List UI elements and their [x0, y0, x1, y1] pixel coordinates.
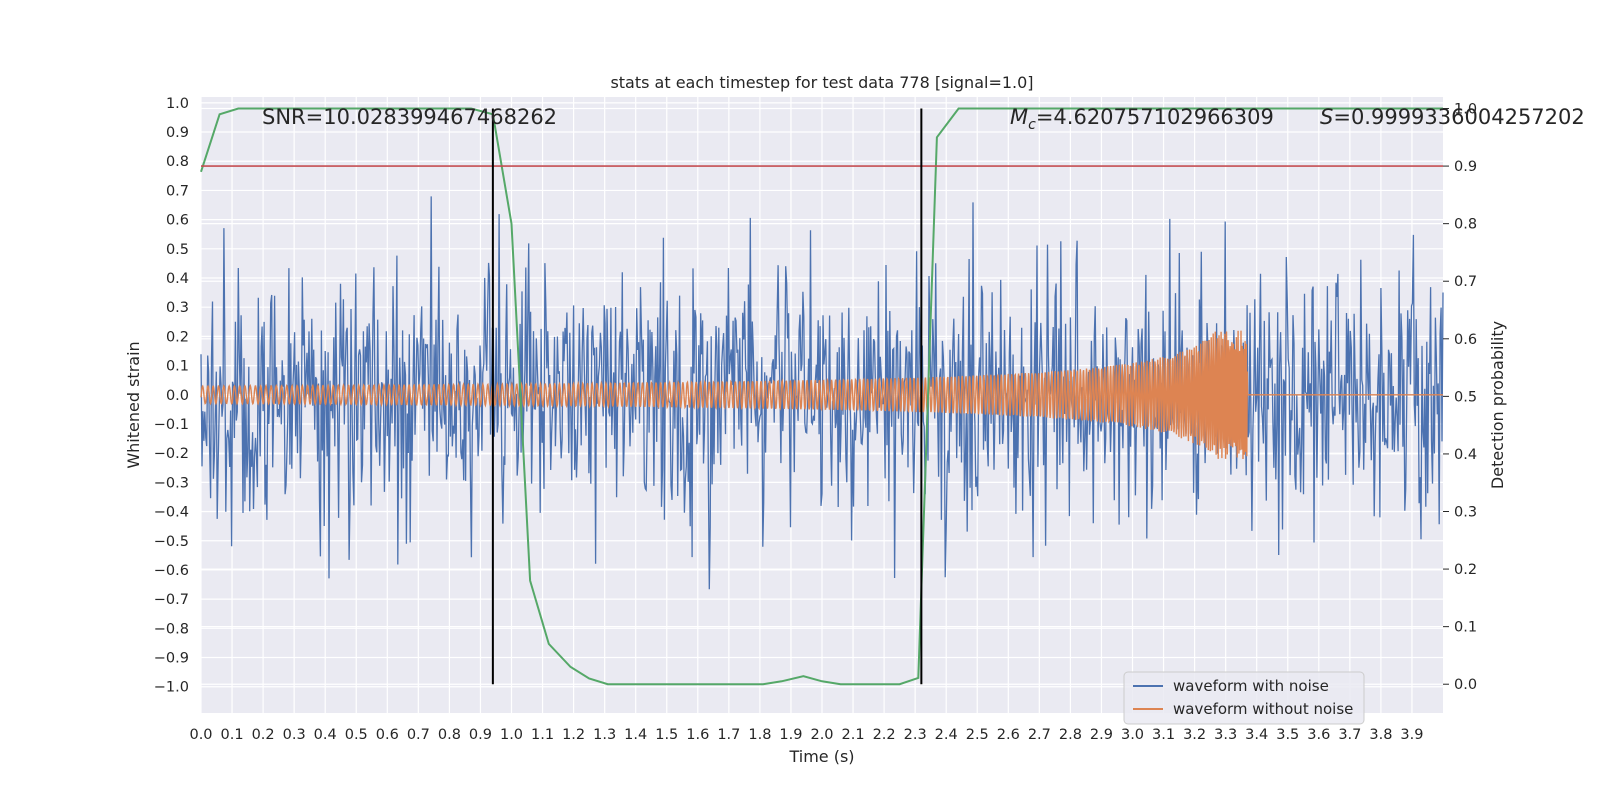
y-left-tick-label: 0.9 [166, 125, 189, 141]
series-detection-probability [200, 107, 1443, 686]
chirp-mass-annotation: Mc=4.620757102966309 [1010, 105, 1274, 133]
x-tick-label: 2.1 [842, 727, 865, 743]
x-tick-label: 0.2 [252, 727, 275, 743]
y-left-tick-label: −0.1 [154, 417, 189, 433]
s-symbol: S [1320, 105, 1333, 129]
chirp-mass-symbol: M [1010, 105, 1028, 129]
x-tick-label: 0.5 [345, 727, 368, 743]
x-tick-label: 0.6 [376, 727, 399, 743]
x-tick-label: 1.6 [686, 727, 709, 743]
x-tick-label: 3.4 [1245, 727, 1268, 743]
x-tick-label: 3.2 [1183, 727, 1206, 743]
x-tick-label: 2.8 [1059, 727, 1082, 743]
x-tick-label: 3.8 [1369, 727, 1392, 743]
y-left-tick-label: −0.9 [154, 651, 189, 667]
y-left-tick-label: 0.6 [166, 213, 189, 229]
legend-label-noise: waveform with noise [1173, 677, 1329, 695]
y-left-tick-label: 0.3 [166, 300, 189, 316]
x-tick-label: 2.6 [997, 727, 1020, 743]
x-tick-label: 0.1 [221, 727, 244, 743]
markers [201, 108, 1443, 685]
s-value: =0.9999336004257202 [1333, 105, 1584, 129]
x-tick-label: 0.4 [314, 727, 337, 743]
y-right-tick-label: 1.0 [1454, 102, 1477, 118]
legend-box [1123, 671, 1365, 725]
y-axis-label-left: Whitened strain [124, 341, 143, 468]
x-tick-label: 1.0 [500, 727, 523, 743]
y-axis-label-right: Detection probability [1488, 321, 1507, 489]
x-tick-label: 1.1 [531, 727, 554, 743]
x-tick-label: 0.9 [469, 727, 492, 743]
y-left-tick-label: −0.6 [154, 563, 189, 579]
x-tick-label: 3.5 [1276, 727, 1299, 743]
y-left-tick-label: 0.4 [166, 271, 189, 287]
x-tick-labels: 0.0 0.1 0.2 0.3 0.4 0.5 0.6 0.7 0.8 0.9 1.0 1.1 1.2 1… [189, 727, 1423, 743]
y-right-tick-label: 0.8 [1454, 217, 1477, 233]
x-tick-label: 3.3 [1214, 727, 1237, 743]
x-tick-label: 2.9 [1090, 727, 1113, 743]
x-tick-label: 3.7 [1338, 727, 1361, 743]
y-right-tick-label: 0.4 [1454, 447, 1477, 463]
y-left-tick-label: 0.5 [166, 242, 189, 258]
y-left-tick-label: 0.0 [166, 388, 189, 404]
y-right-tick-label: 0.3 [1454, 505, 1477, 521]
x-tick-label: 1.9 [779, 727, 802, 743]
y-left-tick-labels: −1.0 −0.9 −0.8 −0.7 −0.6 −0.5 −0.4 −0.3 −0.2 −0.1… [154, 96, 189, 696]
x-tick-label: 1.3 [593, 727, 616, 743]
waveform-without-noise-line [200, 330, 1443, 460]
snr-annotation: SNR=10.028399467468262 [262, 105, 557, 129]
y-left-tick-label: −0.8 [154, 621, 189, 637]
x-tick-label: 0.3 [283, 727, 306, 743]
x-tick-label: 1.8 [748, 727, 771, 743]
x-tick-label: 0.8 [438, 727, 461, 743]
chirp-mass-value: =4.620757102966309 [1036, 105, 1274, 129]
x-tick-label: 0.7 [407, 727, 430, 743]
series-waveform-without-noise [200, 330, 1443, 460]
y-right-tick-label: 0.1 [1454, 620, 1477, 636]
y-left-tick-label: −0.7 [154, 592, 189, 608]
y-left-tick-label: 1.0 [166, 96, 189, 112]
y-right-tick-labels: 0.0 0.1 0.2 0.3 0.4 0.5 0.6 0.7 0.8 0.9 1.0 [1443, 102, 1477, 693]
y-left-tick-label: −1.0 [154, 680, 189, 696]
x-tick-label: 2.5 [966, 727, 989, 743]
x-tick-label: 3.1 [1152, 727, 1175, 743]
x-tick-label: 2.0 [810, 727, 833, 743]
x-tick-label: 2.3 [904, 727, 927, 743]
y-left-tick-label: −0.5 [154, 534, 189, 550]
y-left-tick-label: −0.4 [154, 505, 189, 521]
y-left-tick-label: 0.7 [166, 183, 189, 199]
y-right-tick-label: 0.2 [1454, 562, 1477, 578]
y-right-tick-label: 0.0 [1454, 677, 1477, 693]
x-tick-label: 3.6 [1307, 727, 1330, 743]
detection-probability-line [200, 107, 1443, 686]
x-tick-label: 2.4 [935, 727, 958, 743]
x-tick-label: 2.2 [873, 727, 896, 743]
x-axis-label: Time (s) [788, 747, 854, 766]
x-tick-label: 1.5 [655, 727, 678, 743]
x-tick-label: 1.4 [624, 727, 647, 743]
chirp-mass-subscript: c [1028, 117, 1036, 133]
x-tick-label: 3.0 [1121, 727, 1144, 743]
y-right-tick-label: 0.6 [1454, 332, 1477, 348]
legend-label-clean: waveform without noise [1173, 700, 1353, 718]
y-right-tick-label: 0.7 [1454, 274, 1477, 290]
x-tick-label: 0.0 [189, 727, 212, 743]
y-left-tick-label: −0.2 [154, 446, 189, 462]
legend: waveform with noise waveform without noi… [1123, 671, 1365, 725]
y-left-tick-label: 0.2 [166, 329, 189, 345]
y-left-tick-label: −0.3 [154, 475, 189, 491]
chart-title: stats at each timestep for test data 778… [610, 73, 1033, 92]
x-tick-label: 3.9 [1400, 727, 1423, 743]
y-right-tick-label: 0.5 [1454, 389, 1477, 405]
y-right-tick-label: 0.9 [1454, 159, 1477, 175]
y-left-tick-label: 0.1 [166, 359, 189, 375]
x-tick-label: 2.7 [1028, 727, 1051, 743]
x-tick-label: 1.7 [717, 727, 740, 743]
s-annotation: S=0.9999336004257202 [1320, 105, 1585, 129]
y-left-tick-label: 0.8 [166, 154, 189, 170]
x-tick-label: 1.2 [562, 727, 585, 743]
